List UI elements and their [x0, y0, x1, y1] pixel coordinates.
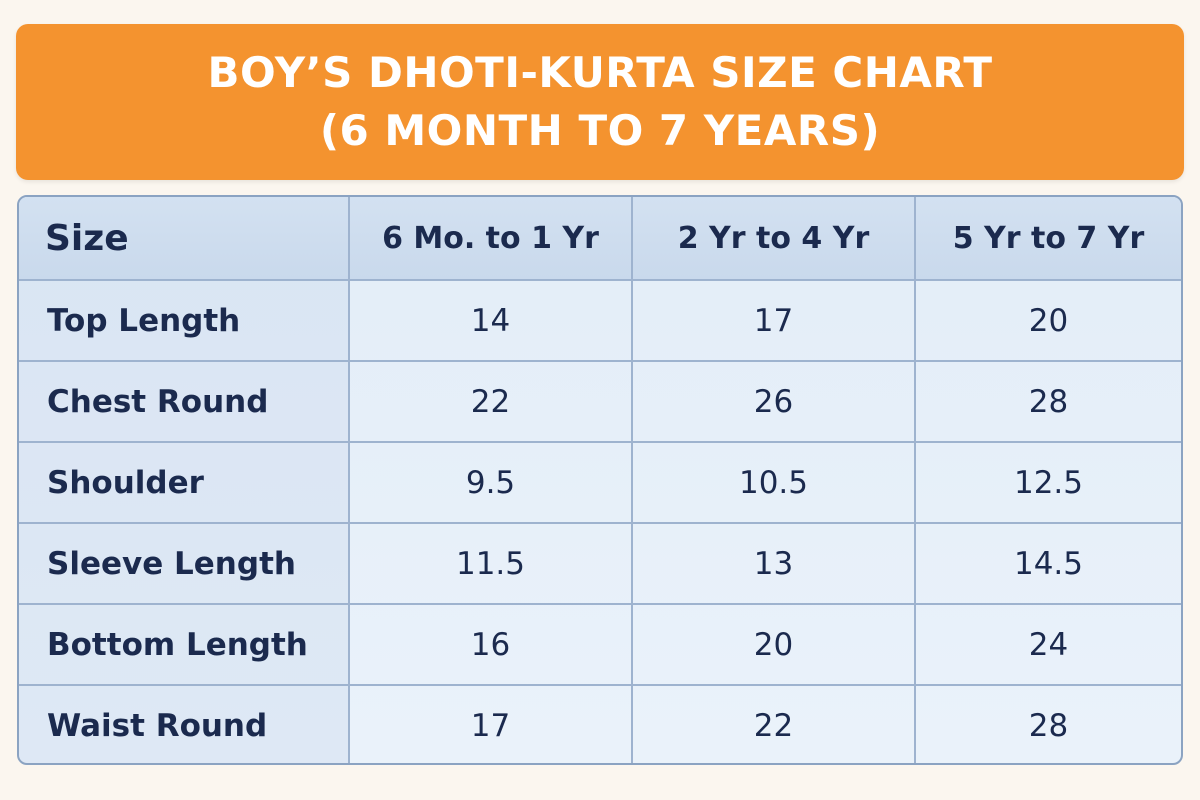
- table-cell: 20: [632, 604, 916, 686]
- column-header-2yr-4yr: 2 Yr to 4 Yr: [632, 197, 916, 281]
- table-cell: 17: [632, 280, 916, 362]
- table-row: Bottom Length 16 20 24: [19, 604, 1181, 686]
- row-label: Chest Round: [19, 361, 350, 443]
- chart-title: BOY’S DHOTI-KURTA SIZE CHART: [207, 48, 993, 97]
- size-chart-table: Size 6 Mo. to 1 Yr 2 Yr to 4 Yr 5 Yr to …: [17, 195, 1183, 765]
- row-label: Sleeve Length: [19, 523, 350, 605]
- table-cell: 13: [632, 523, 916, 605]
- table-row: Waist Round 17 22 28: [19, 685, 1181, 763]
- table-cell: 14: [349, 280, 633, 362]
- table-row: Chest Round 22 26 28: [19, 361, 1181, 443]
- table-cell: 28: [915, 361, 1181, 443]
- table-cell: 17: [349, 685, 633, 763]
- table-row: Shoulder 9.5 10.5 12.5: [19, 442, 1181, 524]
- table-row: Top Length 14 17 20: [19, 280, 1181, 362]
- table-cell: 20: [915, 280, 1181, 362]
- table-row: Sleeve Length 11.5 13 14.5: [19, 523, 1181, 605]
- column-header-5yr-7yr: 5 Yr to 7 Yr: [915, 197, 1181, 281]
- header-row: Size 6 Mo. to 1 Yr 2 Yr to 4 Yr 5 Yr to …: [19, 197, 1181, 281]
- table-cell: 12.5: [915, 442, 1181, 524]
- table-cell: 26: [632, 361, 916, 443]
- table-cell: 24: [915, 604, 1181, 686]
- column-header-6mo-1yr: 6 Mo. to 1 Yr: [349, 197, 633, 281]
- column-header-size: Size: [19, 197, 350, 281]
- title-banner: BOY’S DHOTI-KURTA SIZE CHART (6 MONTH TO…: [16, 24, 1184, 180]
- table-cell: 16: [349, 604, 633, 686]
- table-cell: 28: [1028, 707, 1069, 744]
- table-cell: 14.5: [915, 523, 1181, 605]
- table-cell: 22: [349, 361, 633, 443]
- table-cell: 22: [632, 685, 916, 763]
- row-label: Waist Round: [19, 685, 350, 763]
- row-label: Bottom Length: [19, 604, 350, 686]
- table-cell: 10.5: [632, 442, 916, 524]
- size-table: Size 6 Mo. to 1 Yr 2 Yr to 4 Yr 5 Yr to …: [19, 197, 1181, 763]
- table-cell: 11.5: [349, 523, 633, 605]
- row-label: Top Length: [19, 280, 350, 362]
- row-label: Shoulder: [19, 442, 350, 524]
- chart-subtitle: (6 MONTH TO 7 YEARS): [319, 106, 881, 155]
- table-cell: 9.5: [349, 442, 633, 524]
